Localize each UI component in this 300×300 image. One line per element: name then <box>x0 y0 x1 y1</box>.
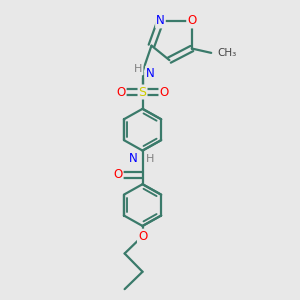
Text: S: S <box>139 85 146 98</box>
Text: O: O <box>187 14 196 28</box>
Text: H: H <box>146 154 154 164</box>
Text: O: O <box>138 230 147 243</box>
Text: O: O <box>113 168 123 181</box>
Text: N: N <box>146 67 155 80</box>
Text: O: O <box>159 85 169 98</box>
Text: H: H <box>134 64 142 74</box>
Text: CH₃: CH₃ <box>218 48 237 58</box>
Text: O: O <box>116 85 126 98</box>
Text: N: N <box>156 14 165 28</box>
Text: N: N <box>128 152 137 165</box>
